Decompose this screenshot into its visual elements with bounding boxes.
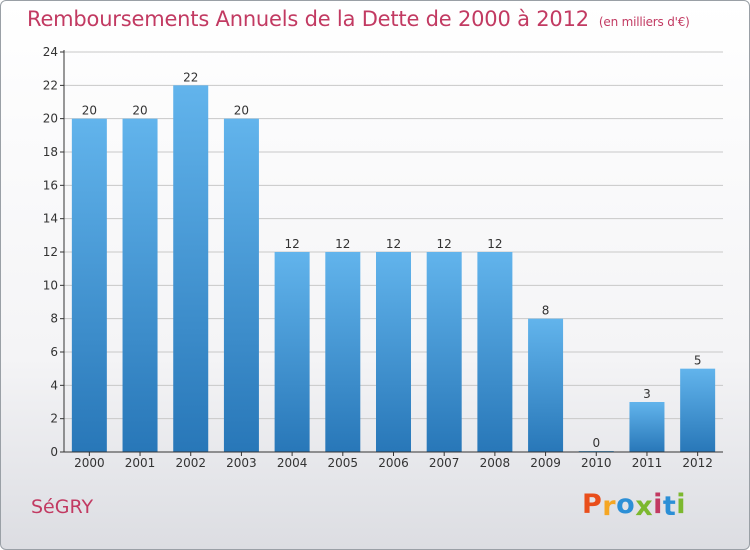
data-label: 22 — [183, 70, 198, 84]
bar-2012 — [680, 368, 716, 452]
data-label: 12 — [437, 237, 452, 251]
data-labels: 20 20 22 20 12 12 12 12 12 8 0 3 5 — [82, 70, 702, 450]
data-label: 12 — [284, 237, 299, 251]
data-label: 20 — [82, 104, 97, 118]
x-tick-label: 2001 — [125, 456, 156, 470]
bar-2003 — [223, 118, 259, 453]
bar-2004 — [274, 252, 310, 452]
data-label: 12 — [335, 237, 350, 251]
x-tick-label: 2012 — [682, 456, 713, 470]
data-label: 3 — [643, 387, 651, 401]
x-tick-label: 2003 — [226, 456, 257, 470]
bar-2009 — [528, 318, 564, 452]
logo-letter: r — [602, 491, 617, 522]
town-name: SéGRY — [31, 496, 94, 518]
logo-letter: o — [616, 489, 636, 520]
x-tick-label: 2000 — [74, 456, 105, 470]
bar-2005 — [325, 252, 361, 452]
x-tick-label: 2011 — [632, 456, 663, 470]
bar-2000 — [71, 118, 107, 453]
y-tick-label: 16 — [43, 178, 58, 192]
y-tick-label: 18 — [43, 145, 58, 159]
logo-letter: P — [582, 489, 603, 520]
x-tick-label: 2010 — [581, 456, 612, 470]
x-tick-label: 2005 — [328, 456, 359, 470]
data-label: 12 — [386, 237, 401, 251]
logo-letter: i — [676, 489, 687, 520]
bar-2008 — [477, 252, 513, 452]
y-tick-label: 22 — [43, 78, 58, 92]
y-tick-label: 4 — [50, 378, 58, 392]
chart-title-text: Remboursements Annuels de la Dette de 20… — [27, 7, 589, 31]
x-tick-label: 2008 — [480, 456, 511, 470]
x-tick-label: 2009 — [530, 456, 561, 470]
bar-2011 — [629, 402, 665, 452]
x-tick-label: 2006 — [378, 456, 409, 470]
bar-2001 — [122, 118, 158, 453]
chart-title: Remboursements Annuels de la Dette de 20… — [27, 7, 690, 31]
y-tick-label: 8 — [50, 312, 58, 326]
bar-2007 — [426, 252, 462, 452]
logo-letter: x — [635, 491, 654, 522]
data-label: 0 — [592, 436, 600, 450]
logo-letter: t — [662, 491, 677, 522]
y-tick-label: 20 — [43, 112, 58, 126]
y-tick-label: 0 — [50, 445, 58, 459]
x-tick-label: 2004 — [277, 456, 308, 470]
bar-2002 — [173, 85, 209, 452]
bar-2006 — [376, 252, 411, 452]
data-label: 8 — [542, 304, 550, 318]
y-tick-label: 24 — [43, 45, 58, 59]
data-label: 5 — [694, 354, 702, 368]
y-tick-label: 12 — [43, 245, 58, 259]
y-tick-label: 14 — [43, 212, 58, 226]
y-tick-label: 10 — [43, 278, 58, 292]
x-tick-label: 2002 — [175, 456, 206, 470]
x-tick-label: 2007 — [429, 456, 460, 470]
chart-subtitle: (en milliers d'€) — [598, 15, 690, 29]
y-tick-label: 6 — [50, 345, 58, 359]
data-label: 20 — [132, 104, 147, 118]
bars — [71, 85, 716, 453]
proxiti-logo: Proxiti — [582, 489, 687, 522]
y-tick-label: 2 — [50, 412, 58, 426]
data-label: 12 — [487, 237, 502, 251]
logo-letter: i — [653, 489, 663, 520]
data-label: 20 — [234, 104, 249, 118]
